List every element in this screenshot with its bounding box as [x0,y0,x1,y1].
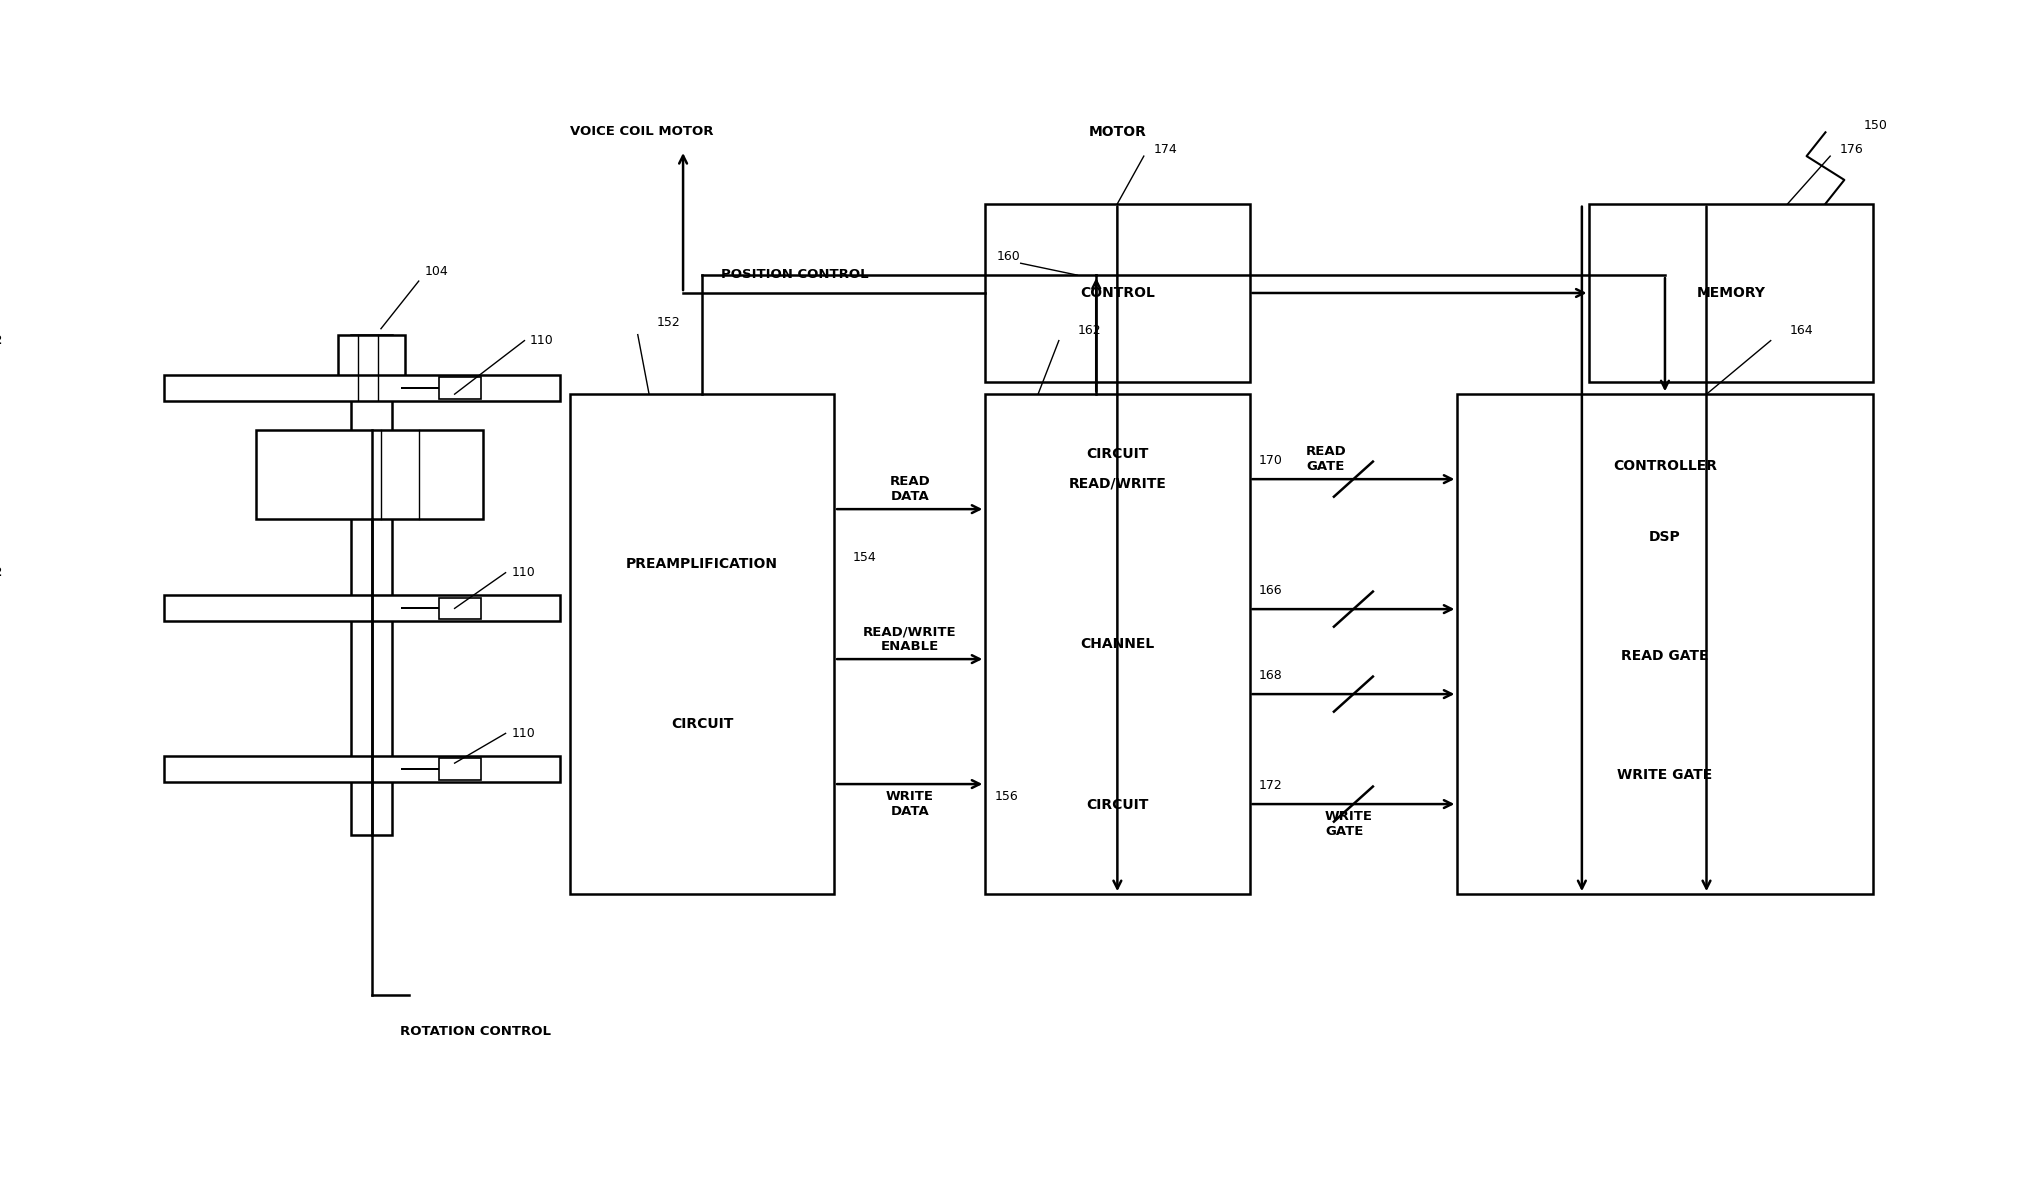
Text: CIRCUIT: CIRCUIT [670,717,734,731]
Text: CIRCUIT: CIRCUIT [1085,798,1149,811]
Text: 164: 164 [1791,324,1813,338]
Text: 166: 166 [1259,585,1284,598]
Text: 176: 176 [1840,143,1864,156]
Bar [439,759,480,780]
Bar [164,375,560,401]
Text: 162: 162 [1077,324,1102,338]
Text: 170: 170 [1259,455,1284,468]
Text: 154: 154 [852,551,877,564]
Text: ROTATION CONTROL: ROTATION CONTROL [401,1025,550,1038]
Text: 152: 152 [656,316,681,329]
Bar [1590,204,1872,382]
Text: 110: 110 [529,334,554,347]
Bar [439,598,480,619]
Bar [337,335,405,400]
Text: 168: 168 [1259,669,1284,682]
Bar [164,756,560,783]
Text: READ GATE: READ GATE [1621,649,1709,663]
Text: CIRCUIT: CIRCUIT [1085,446,1149,460]
Text: CHANNEL: CHANNEL [1079,637,1155,651]
Text: 150: 150 [1864,119,1887,132]
Text: WRITE
GATE: WRITE GATE [1325,810,1374,837]
Text: DSP: DSP [1650,530,1680,544]
Text: 102: 102 [0,334,4,347]
Bar [164,595,560,622]
Bar [1457,394,1872,894]
Text: MOTOR: MOTOR [1089,125,1147,140]
Text: CONTROL: CONTROL [1079,286,1155,299]
Text: 156: 156 [995,790,1018,803]
Text: 160: 160 [997,251,1020,264]
Text: MEMORY: MEMORY [1697,286,1766,299]
Text: WRITE
DATA: WRITE DATA [885,790,934,818]
Text: 172: 172 [1259,779,1284,792]
Text: READ/WRITE
ENABLE: READ/WRITE ENABLE [863,625,957,653]
Bar [985,204,1249,382]
Text: 110: 110 [511,727,536,740]
Text: 110: 110 [511,567,536,579]
Text: CONTROLLER: CONTROLLER [1613,458,1717,472]
Bar [352,335,392,835]
Text: PREAMPLIFICATION: PREAMPLIFICATION [625,557,779,570]
Text: 102: 102 [0,567,4,579]
Text: 174: 174 [1153,143,1177,156]
Text: VOICE COIL MOTOR: VOICE COIL MOTOR [570,125,713,138]
Text: READ
DATA: READ DATA [889,475,930,503]
Bar [256,429,482,519]
Text: READ/WRITE: READ/WRITE [1069,476,1167,490]
Text: READ
GATE: READ GATE [1306,445,1347,474]
Bar [570,394,834,894]
Text: 104: 104 [425,265,448,278]
Bar [985,394,1249,894]
Text: POSITION CONTROL: POSITION CONTROL [722,268,869,282]
Text: WRITE GATE: WRITE GATE [1617,768,1713,783]
Bar [439,377,480,398]
